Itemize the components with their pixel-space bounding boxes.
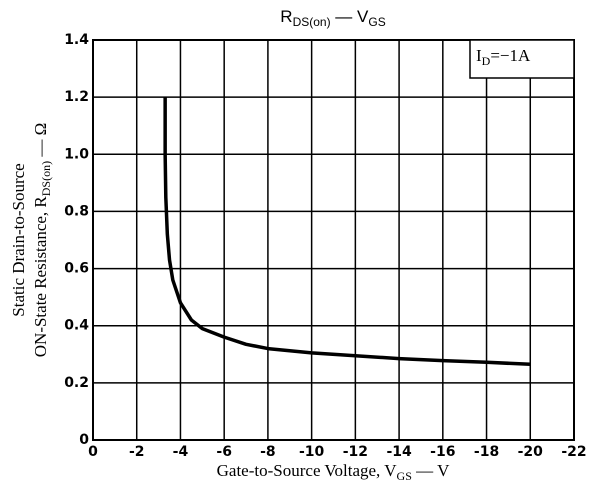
y-tick-label: 0.8 — [64, 203, 89, 219]
x-tick-label: -16 — [430, 444, 455, 460]
y-axis-label-part: — Ω — [31, 123, 50, 161]
chart-title-sub: DS(on) — [293, 15, 331, 29]
annotation-box — [469, 39, 575, 79]
y-axis-label: ON-State Resistance, RDS(on) — Ω — [31, 123, 53, 357]
y-tick-label: 0.2 — [64, 375, 89, 391]
x-tick-label: 0 — [88, 444, 98, 460]
x-axis-label-sub: GS — [397, 469, 412, 483]
chart-title-sub: GS — [368, 15, 385, 29]
chart-title: RDS(on) — VGS — [280, 7, 385, 29]
y-tick-label: 0 — [79, 432, 89, 448]
annotation: ID=−1A — [476, 46, 531, 68]
y-axis-label-part: Static Drain-to-Source — [9, 163, 28, 316]
x-axis-label-part: Gate-to-Source Voltage, V — [217, 461, 398, 480]
y-axis-label: Static Drain-to-Source — [9, 163, 28, 316]
x-tick-label: -2 — [129, 444, 145, 460]
curve — [163, 97, 531, 367]
x-tick-label: -14 — [386, 444, 412, 460]
y-tick-label: 1.2 — [64, 89, 89, 105]
x-tick-label: -6 — [216, 444, 232, 460]
y-tick-label: 1.0 — [64, 146, 89, 162]
plot-frame — [92, 39, 575, 441]
chart-title-part: R — [280, 7, 292, 26]
annotation-sub: D — [482, 54, 491, 68]
y-tick-label: 0.6 — [64, 261, 89, 277]
x-axis-label-part: — V — [412, 461, 450, 480]
x-tick-label: -4 — [173, 444, 189, 460]
x-tick-label: -10 — [299, 444, 325, 460]
chart-title-part: — V — [331, 7, 369, 26]
y-axis-label-sub: DS(on) — [39, 161, 53, 196]
x-tick-label: -8 — [260, 444, 276, 460]
annotation-part: =−1A — [490, 46, 531, 65]
x-tick-label: -12 — [343, 444, 368, 460]
y-tick-label: 0.4 — [64, 318, 89, 334]
x-axis-label: Gate-to-Source Voltage, VGS — V — [217, 461, 450, 483]
x-tick-label: -22 — [561, 444, 586, 460]
annotation-part: I — [476, 46, 482, 65]
x-tick-label: -18 — [474, 444, 499, 460]
y-axis-label-part: ON-State Resistance, R — [31, 196, 50, 358]
x-tick-label: -20 — [518, 444, 544, 460]
y-tick-label: 1.4 — [64, 32, 89, 48]
